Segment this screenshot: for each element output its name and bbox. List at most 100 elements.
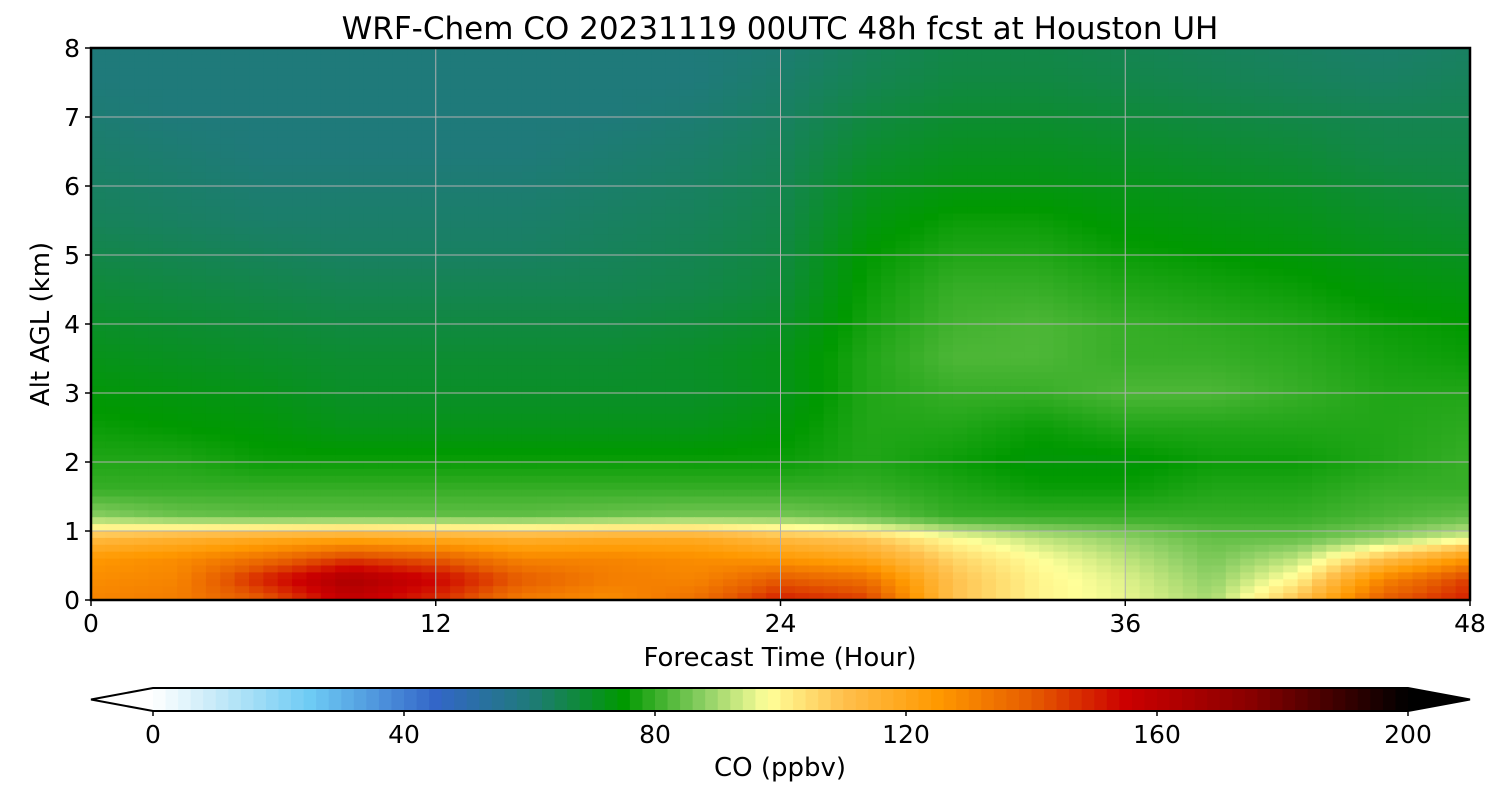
heatmap-cell	[392, 68, 408, 77]
heatmap-cell	[995, 192, 1011, 201]
heatmap-cell	[737, 103, 753, 111]
heatmap-cell	[794, 165, 810, 173]
heatmap-cell	[1412, 261, 1428, 270]
heatmap-cell	[306, 130, 322, 139]
heatmap-cell	[306, 179, 322, 187]
heatmap-cell	[608, 82, 624, 90]
heatmap-cell	[148, 296, 164, 304]
heatmap-cell	[694, 275, 710, 284]
heatmap-cell	[148, 393, 164, 401]
heatmap-cell	[608, 158, 624, 166]
heatmap-cell	[823, 317, 839, 325]
heatmap-cell	[766, 268, 782, 277]
heatmap-cell	[565, 399, 580, 408]
heatmap-cell	[694, 261, 710, 270]
heatmap-cell	[809, 220, 825, 228]
heatmap-cell	[220, 248, 236, 256]
heatmap-cell	[952, 337, 968, 346]
heatmap-cell	[220, 372, 236, 380]
heatmap-cell	[1240, 199, 1256, 208]
heatmap-cell	[1340, 61, 1356, 70]
heatmap-cell	[1240, 330, 1256, 339]
heatmap-cell	[967, 213, 983, 222]
heatmap-cell	[622, 234, 638, 242]
heatmap-cell	[148, 48, 164, 56]
heatmap-cell	[1053, 268, 1069, 277]
heatmap-cell	[952, 324, 968, 332]
heatmap-cell	[191, 130, 207, 139]
heatmap-cell	[780, 227, 796, 235]
heatmap-cell	[1340, 227, 1356, 235]
heatmap-cell	[636, 386, 652, 394]
heatmap-cell	[1383, 192, 1399, 201]
heatmap-cell	[651, 241, 667, 249]
heatmap-cell	[1096, 130, 1112, 139]
heatmap-cell	[809, 358, 825, 366]
heatmap-cell	[608, 248, 624, 256]
heatmap-cell	[234, 110, 250, 118]
heatmap-cell	[306, 144, 322, 153]
heatmap-cell	[751, 365, 767, 373]
heatmap-cell	[1254, 296, 1270, 304]
heatmap-cell	[1182, 151, 1198, 159]
heatmap-cell	[1024, 151, 1040, 159]
heatmap-cell	[205, 358, 221, 366]
heatmap-cell	[823, 103, 839, 111]
heatmap-cell	[1369, 186, 1385, 194]
heatmap-cell	[1168, 296, 1184, 304]
heatmap-cell	[177, 393, 193, 401]
heatmap-cell	[708, 351, 724, 360]
heatmap-cell	[1197, 386, 1213, 394]
heatmap-cell	[1283, 379, 1299, 387]
heatmap-cell	[1168, 165, 1184, 173]
heatmap-cell	[1211, 330, 1227, 339]
heatmap-cell	[536, 261, 552, 270]
heatmap-cell	[191, 110, 207, 118]
heatmap-cell	[1182, 255, 1198, 263]
heatmap-cell	[723, 192, 738, 201]
heatmap-cell	[493, 344, 509, 353]
heatmap-cell	[1398, 372, 1414, 380]
heatmap-cell	[909, 393, 925, 401]
heatmap-cell	[507, 234, 523, 242]
heatmap-cell	[1398, 330, 1414, 339]
heatmap-cell	[565, 275, 580, 284]
heatmap-cell	[1283, 255, 1299, 263]
heatmap-cell	[148, 268, 164, 277]
heatmap-cell	[794, 103, 810, 111]
heatmap-cell	[134, 54, 150, 63]
heatmap-cell	[349, 365, 365, 373]
heatmap-cell	[1254, 365, 1270, 373]
heatmap-cell	[1340, 386, 1356, 394]
heatmap-cell	[1283, 358, 1299, 366]
heatmap-cell	[1297, 303, 1313, 311]
heatmap-cell	[751, 289, 767, 297]
heatmap-cell	[134, 227, 150, 235]
heatmap-cell	[622, 165, 638, 173]
heatmap-cell	[1225, 82, 1241, 90]
heatmap-cell	[1398, 393, 1414, 401]
heatmap-cell	[407, 365, 422, 373]
heatmap-cell	[1311, 144, 1327, 153]
heatmap-cell	[924, 137, 940, 146]
heatmap-cell	[952, 103, 968, 111]
heatmap-cell	[665, 234, 681, 242]
heatmap-cell	[1326, 48, 1342, 56]
heatmap-cell	[1340, 234, 1356, 242]
heatmap-cell	[1039, 96, 1055, 104]
heatmap-cell	[1010, 179, 1026, 187]
heatmap-cell	[493, 206, 509, 215]
heatmap-cell	[550, 261, 566, 270]
heatmap-cell	[1369, 130, 1385, 139]
heatmap-cell	[1024, 275, 1040, 284]
heatmap-cell	[177, 61, 193, 70]
heatmap-cell	[363, 379, 379, 387]
heatmap-cell	[1053, 227, 1069, 235]
heatmap-cell	[679, 296, 695, 304]
heatmap-cell	[1254, 330, 1270, 339]
heatmap-cell	[1441, 255, 1457, 263]
heatmap-cell	[536, 399, 552, 408]
heatmap-cell	[320, 48, 336, 56]
heatmap-cell	[363, 241, 379, 249]
heatmap-cell	[1053, 317, 1069, 325]
